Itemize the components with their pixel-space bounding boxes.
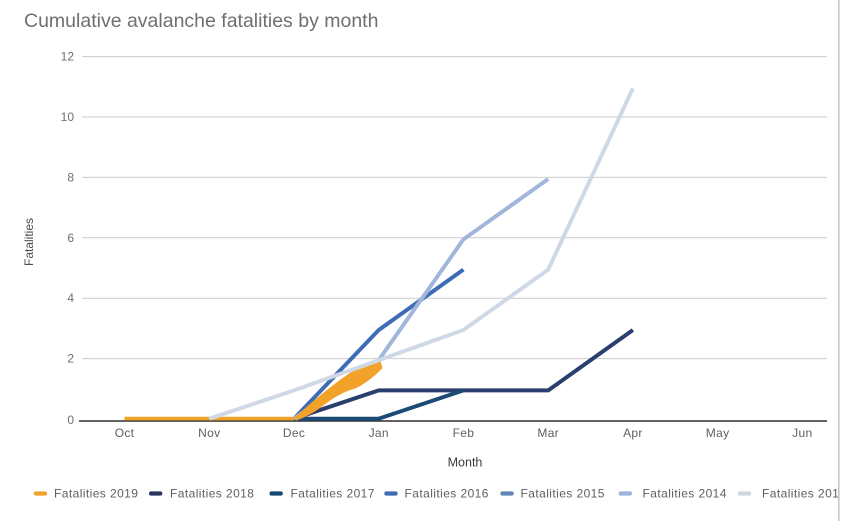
svg-text:Jun: Jun xyxy=(792,426,812,440)
svg-text:Fatalities: Fatalities xyxy=(22,218,36,266)
svg-text:Fatalities 2019: Fatalities 2019 xyxy=(54,486,138,500)
svg-text:Fatalities 2015: Fatalities 2015 xyxy=(521,486,605,500)
svg-text:Apr: Apr xyxy=(623,426,643,440)
svg-text:10: 10 xyxy=(61,110,75,124)
svg-text:Fatalities 2014: Fatalities 2014 xyxy=(643,486,727,500)
svg-text:Month: Month xyxy=(448,456,483,470)
svg-text:8: 8 xyxy=(67,170,74,184)
svg-text:Fatalities 2013: Fatalities 2013 xyxy=(762,486,845,500)
svg-text:Fatalities 2017: Fatalities 2017 xyxy=(291,486,375,500)
svg-text:Jan: Jan xyxy=(369,426,389,440)
svg-text:Feb: Feb xyxy=(453,426,475,440)
svg-text:Mar: Mar xyxy=(537,426,559,440)
svg-text:6: 6 xyxy=(67,231,74,245)
svg-text:4: 4 xyxy=(67,291,74,305)
svg-text:0: 0 xyxy=(67,413,74,427)
svg-text:Fatalities 2018: Fatalities 2018 xyxy=(170,486,254,500)
svg-text:Nov: Nov xyxy=(198,426,220,440)
svg-text:12: 12 xyxy=(61,50,75,64)
svg-text:May: May xyxy=(706,426,730,440)
svg-text:2: 2 xyxy=(67,352,74,366)
svg-text:Oct: Oct xyxy=(115,426,135,440)
svg-text:Fatalities 2016: Fatalities 2016 xyxy=(405,486,489,500)
svg-text:Dec: Dec xyxy=(283,426,305,440)
